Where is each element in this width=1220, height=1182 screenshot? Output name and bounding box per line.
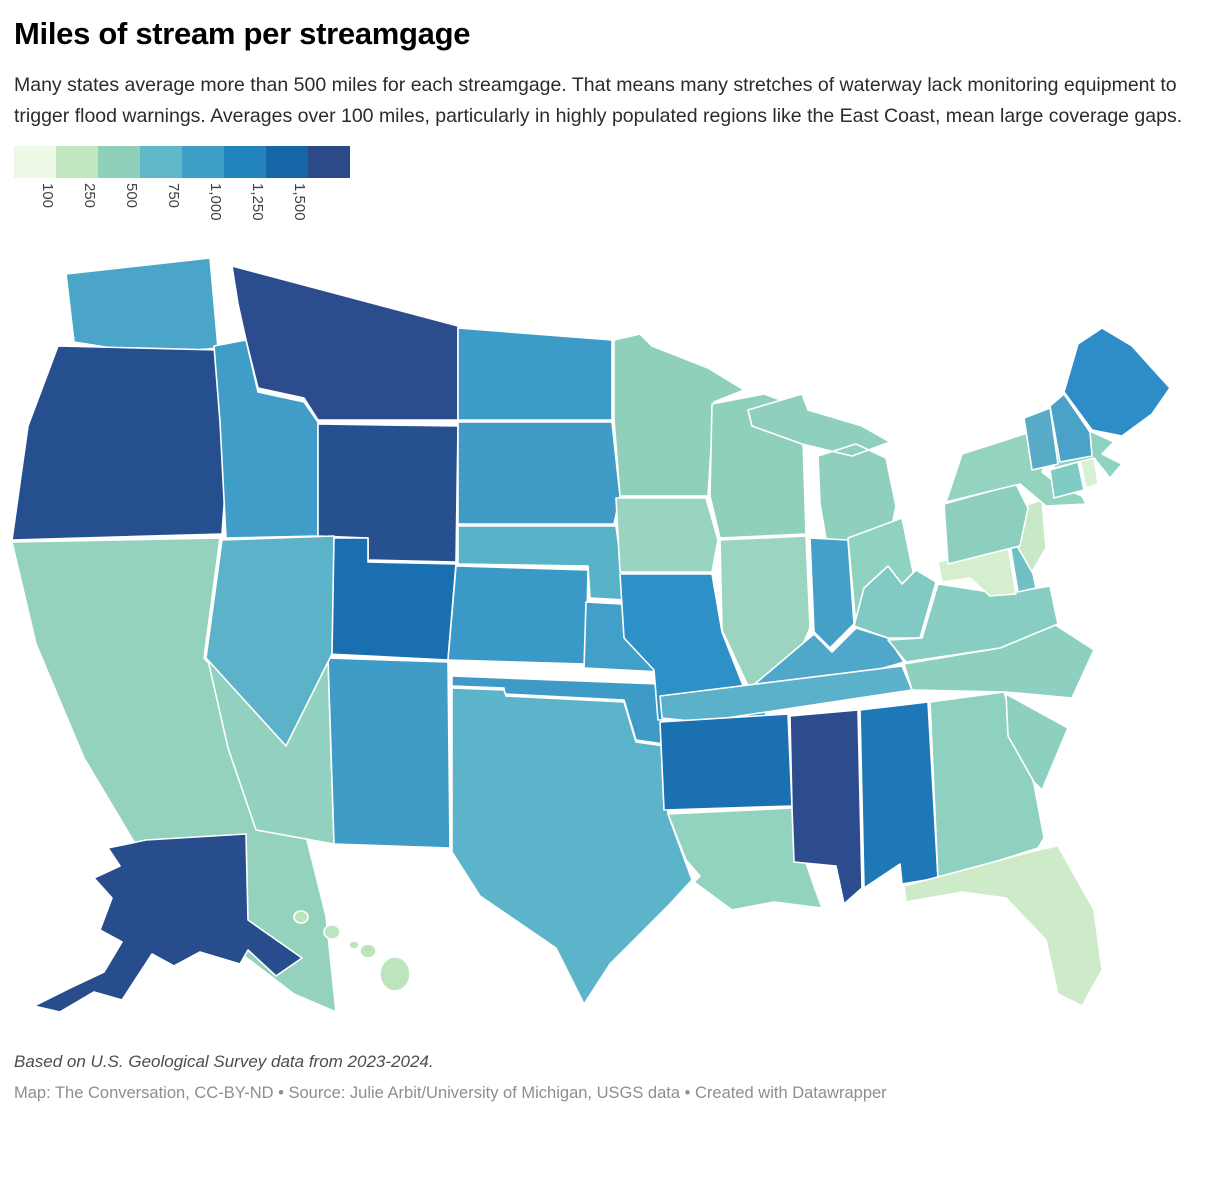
legend-swatch-2 (56, 146, 98, 179)
state-maine[interactable] (1063, 327, 1171, 438)
state-washington[interactable] (65, 257, 219, 356)
legend-tick-label: 250 (81, 183, 98, 209)
state-florida[interactable] (903, 845, 1103, 1008)
legend-swatch-7 (266, 146, 308, 179)
legend-swatch-5 (182, 146, 224, 179)
legend-swatch-3 (98, 146, 140, 179)
state-south-carolina[interactable] (1005, 693, 1069, 792)
state-south-dakota[interactable] (457, 421, 621, 526)
state-new-hampshire[interactable] (1049, 393, 1093, 464)
state-west-virginia[interactable] (853, 565, 937, 640)
attribution-line: Map: The Conversation, CC-BY-ND • Source… (14, 1084, 887, 1103)
legend-tick-label: 500 (123, 183, 140, 209)
state-vermont[interactable] (1023, 407, 1059, 472)
legend-color-bar (14, 146, 350, 179)
state-texas[interactable] (451, 687, 693, 1006)
state-nebraska[interactable] (457, 525, 627, 602)
legend-tick-label: 750 (165, 183, 182, 209)
state-oregon[interactable] (11, 345, 231, 542)
state-alabama[interactable] (859, 701, 939, 890)
state-colorado[interactable] (447, 565, 589, 666)
state-minnesota[interactable] (613, 333, 745, 498)
legend-swatch-4 (140, 146, 182, 179)
state-tennessee[interactable] (659, 665, 913, 724)
color-legend: 100 250 500 750 1,000 1,250 1,500 (14, 146, 1206, 246)
legend-swatch-6 (224, 146, 266, 179)
source-note: Based on U.S. Geological Survey data fro… (14, 1052, 434, 1072)
us-choropleth-map (0, 248, 1220, 1038)
state-virginia[interactable] (887, 583, 1059, 664)
state-hawaii[interactable] (293, 910, 411, 993)
state-mississippi[interactable] (789, 709, 863, 906)
legend-tick-label: 1,250 (249, 183, 266, 221)
state-iowa[interactable] (615, 497, 719, 574)
state-north-dakota[interactable] (457, 327, 613, 422)
legend-tick-label: 1,000 (207, 183, 224, 221)
state-california[interactable] (11, 537, 337, 1014)
legend-swatch-8 (308, 146, 350, 179)
legend-swatch-1 (14, 146, 56, 179)
legend-tick-label: 1,500 (291, 183, 308, 221)
state-nevada[interactable] (205, 535, 335, 748)
page-title: Miles of stream per streamgage (14, 16, 471, 51)
map-description: Many states average more than 500 miles … (14, 74, 1183, 128)
state-new-mexico[interactable] (327, 657, 451, 850)
legend-tick-label: 100 (39, 183, 56, 209)
state-arkansas[interactable] (659, 713, 793, 812)
state-alaska[interactable] (33, 833, 303, 1014)
state-indiana[interactable] (809, 537, 855, 650)
